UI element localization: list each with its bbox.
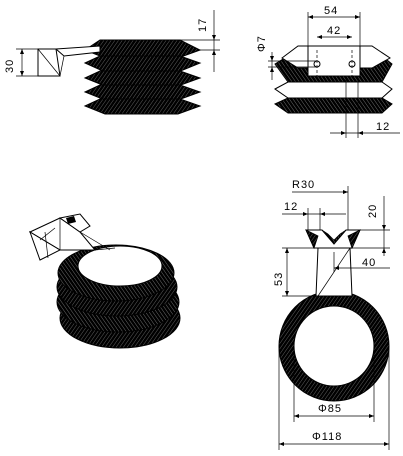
dim-length-53-label: 53 <box>273 272 285 286</box>
side-view-bracket <box>37 45 101 77</box>
dim-offset-12-label: 12 <box>376 121 390 133</box>
dim-offset-40: 40 <box>333 252 390 272</box>
dim-outer-dia-118: Φ118 <box>278 346 390 450</box>
dim-width-54: 54 <box>307 5 361 46</box>
iso-view-bellows <box>56 244 181 349</box>
dim-width-42: 42 <box>317 25 352 39</box>
dim-top-17: 17 <box>180 10 220 72</box>
dim-width-54-label: 54 <box>324 5 338 17</box>
dim-radius-30: R30 <box>292 179 349 230</box>
dim-radius-30-label: R30 <box>292 179 315 191</box>
dim-length-53: 53 <box>273 247 318 297</box>
iso-view-opening <box>77 245 163 287</box>
dim-dia-7: Φ7 <box>256 35 317 80</box>
dim-height-30-label: 30 <box>4 59 16 73</box>
dim-inner-dia-85-label: Φ85 <box>318 403 342 415</box>
side-view-bellows <box>83 39 202 115</box>
dim-slot-12: 12 <box>282 201 346 230</box>
top-view: R30 12 20 40 <box>273 179 390 450</box>
top-view-head <box>305 229 361 250</box>
iso-view-bracket <box>28 213 116 261</box>
dim-outer-dia-118-label: Φ118 <box>312 431 342 443</box>
dim-offset-12: 12 <box>330 76 400 138</box>
dim-inner-dia-85: Φ85 <box>293 346 375 422</box>
dim-offset-40-label: 40 <box>362 257 376 269</box>
dim-slot-12-label: 12 <box>284 201 298 213</box>
side-view: 30 17 <box>4 10 220 115</box>
front-view: 54 42 Φ7 12 <box>256 5 400 138</box>
dim-width-42-label: 42 <box>327 25 341 37</box>
dim-top-17-label: 17 <box>197 18 209 32</box>
iso-view <box>28 213 181 349</box>
dim-height-30: 30 <box>4 48 40 77</box>
dim-depth-20: 20 <box>352 196 390 256</box>
dim-depth-20-label: 20 <box>367 204 379 218</box>
inner-opening <box>293 305 375 387</box>
dim-dia-7-label: Φ7 <box>256 35 268 52</box>
